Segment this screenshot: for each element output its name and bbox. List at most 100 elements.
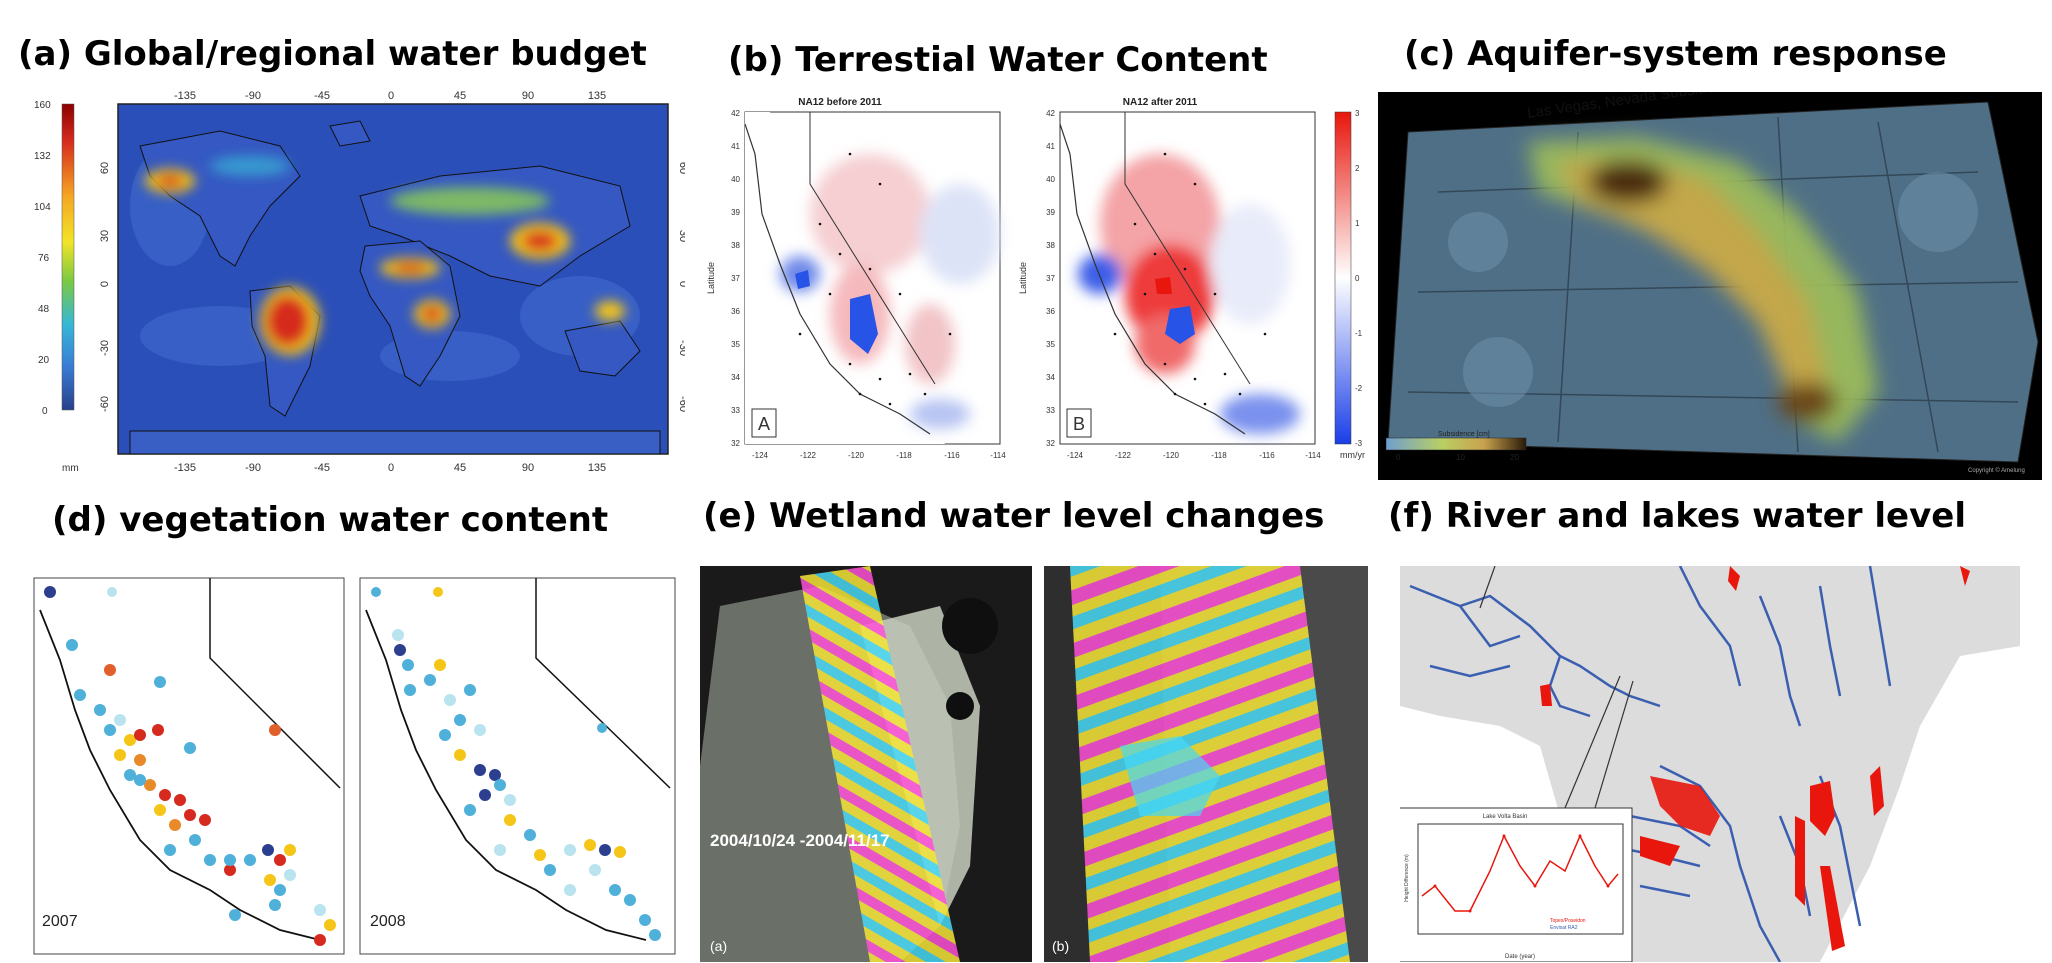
panel-f-rivers-lakes: Lake Volta Basin Height Difference (m) D…	[1400, 566, 2020, 962]
svg-text:Subsidence [cm]: Subsidence [cm]	[1438, 431, 1490, 438]
colorbar-a-tick: 48	[38, 304, 50, 315]
svg-text:-1: -1	[1355, 329, 1363, 338]
panel-b-title: (b) Terrestial Water Content	[728, 40, 1268, 80]
svg-text:(a): (a)	[710, 938, 727, 954]
svg-text:A: A	[758, 414, 770, 434]
svg-text:36: 36	[731, 307, 740, 316]
svg-text:-45: -45	[314, 462, 330, 474]
svg-text:33: 33	[731, 406, 740, 415]
svg-text:-30: -30	[677, 340, 685, 356]
panel-a-global-map: 160 132 104 76 48 20 0 mm	[20, 86, 685, 476]
svg-text:-120: -120	[1163, 451, 1180, 460]
panel-c-subsidence-image: Las Vegas, Nevada Subsidence 1992-1997 S…	[1378, 92, 2042, 480]
svg-text:2007: 2007	[42, 913, 78, 930]
svg-text:-2: -2	[1355, 384, 1363, 393]
map-b: NA12 after 2011 B Latitude 42 41 40 39 38 3…	[1018, 97, 1321, 460]
svg-text:42: 42	[1046, 109, 1055, 118]
colorbar-a-unit: mm	[62, 463, 79, 474]
colorbar-a-tick: 132	[34, 151, 51, 162]
colorbar-a-tick: 20	[38, 355, 50, 366]
svg-text:35: 35	[1046, 340, 1055, 349]
svg-text:Date (year): Date (year)	[1505, 954, 1535, 960]
svg-text:35: 35	[731, 340, 740, 349]
svg-text:-3: -3	[1355, 439, 1363, 448]
svg-text:0: 0	[1396, 453, 1401, 462]
svg-text:32: 32	[1046, 439, 1055, 448]
panel-b-tws-maps: NA12 before 2011 A Latitude 42 41 40 39	[700, 94, 1380, 479]
panel-e-title: (e) Wetland water level changes	[703, 496, 1325, 536]
map-a: NA12 before 2011 A Latitude 42 41 40 39	[706, 97, 1006, 460]
colorbar-a-tick: 76	[38, 253, 50, 264]
panel-f-title: (f) River and lakes water level	[1388, 496, 1966, 536]
svg-text:40: 40	[1046, 175, 1055, 184]
svg-text:-90: -90	[245, 90, 261, 102]
svg-text:30: 30	[677, 230, 685, 242]
svg-text:60: 60	[677, 162, 685, 174]
svg-text:B: B	[1073, 414, 1085, 434]
colorbar-b	[1334, 111, 1352, 445]
svg-text:1: 1	[1355, 219, 1360, 228]
svg-text:45: 45	[454, 462, 466, 474]
svg-text:-122: -122	[800, 451, 817, 460]
svg-text:Copyright © Amelung: Copyright © Amelung	[1968, 467, 2025, 474]
svg-text:Height Difference (m): Height Difference (m)	[1404, 854, 1410, 902]
vwc-map-2008: 2008	[359, 577, 676, 955]
svg-text:Latitude: Latitude	[706, 262, 716, 294]
svg-text:Latitude: Latitude	[1018, 262, 1028, 294]
svg-text:-124: -124	[1067, 451, 1084, 460]
svg-text:10: 10	[1456, 453, 1465, 462]
inset-series-line	[1421, 834, 1619, 912]
lake-volta-inset-chart: Lake Volta Basin Height Difference (m) D…	[1400, 566, 1634, 962]
subsidence-legend-bar	[1385, 437, 1527, 451]
svg-text:45: 45	[454, 90, 466, 102]
svg-text:20: 20	[1510, 453, 1519, 462]
svg-text:0: 0	[99, 281, 111, 287]
svg-text:33: 33	[1046, 406, 1055, 415]
svg-text:-118: -118	[1211, 451, 1227, 460]
svg-text:NA12 before 2011: NA12 before 2011	[798, 97, 882, 108]
svg-text:34: 34	[1046, 373, 1055, 382]
svg-text:2004/10/24 -2004/11/17: 2004/10/24 -2004/11/17	[710, 831, 890, 850]
svg-text:-60: -60	[677, 396, 685, 412]
svg-text:39: 39	[1046, 208, 1055, 217]
colorbar-a-tick: 160	[34, 100, 51, 111]
svg-text:0: 0	[388, 462, 394, 474]
svg-text:34: 34	[731, 373, 740, 382]
svg-text:40: 40	[731, 175, 740, 184]
svg-text:-124: -124	[752, 451, 769, 460]
panel-d-vwc-maps: 2007 2008	[30, 570, 700, 960]
colorbar-a	[61, 103, 75, 411]
svg-text:-60: -60	[99, 396, 111, 412]
svg-text:-114: -114	[990, 451, 1006, 460]
svg-text:-135: -135	[174, 90, 196, 102]
svg-text:37: 37	[731, 274, 740, 283]
svg-text:-118: -118	[896, 451, 912, 460]
panel-e-interferograms: 2004/10/24 -2004/11/17 (a) (b)	[700, 566, 1368, 962]
svg-text:135: 135	[588, 462, 606, 474]
panel-a-title: (a) Global/regional water budget	[18, 34, 647, 74]
svg-text:(b): (b)	[1052, 938, 1069, 954]
svg-text:38: 38	[1046, 241, 1055, 250]
svg-text:0: 0	[388, 90, 394, 102]
svg-text:90: 90	[522, 90, 534, 102]
svg-text:135: 135	[588, 90, 606, 102]
svg-text:-90: -90	[245, 462, 261, 474]
svg-text:39: 39	[731, 208, 740, 217]
svg-text:-122: -122	[1115, 451, 1132, 460]
svg-text:41: 41	[1046, 142, 1055, 151]
svg-text:90: 90	[522, 462, 534, 474]
svg-text:30: 30	[99, 230, 111, 242]
colorbar-a-tick: 104	[34, 202, 51, 213]
svg-text:38: 38	[731, 241, 740, 250]
svg-text:0: 0	[1355, 274, 1360, 283]
svg-text:-116: -116	[944, 451, 960, 460]
svg-text:-135: -135	[174, 462, 196, 474]
svg-text:mm/yr: mm/yr	[1340, 450, 1365, 460]
svg-text:37: 37	[1046, 274, 1055, 283]
vwc-map-2007: 2007	[33, 577, 345, 955]
svg-text:42: 42	[731, 109, 740, 118]
svg-text:2008: 2008	[370, 913, 406, 930]
svg-text:-114: -114	[1305, 451, 1321, 460]
svg-text:-45: -45	[314, 90, 330, 102]
svg-text:41: 41	[731, 142, 740, 151]
